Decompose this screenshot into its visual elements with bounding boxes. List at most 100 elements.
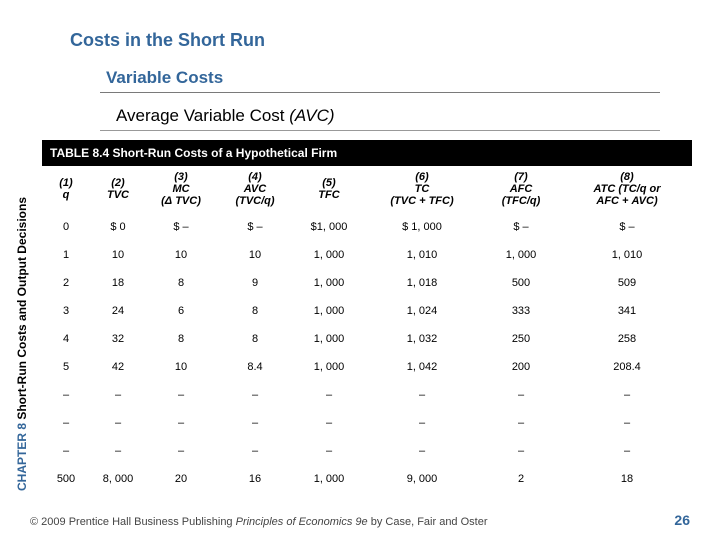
table-cell: 208.4 [562,353,692,381]
table-cell: 6 [146,297,216,325]
table-cell: 1 [42,241,90,269]
table-cell: 8 [146,269,216,297]
table-cell: $ – [480,213,562,241]
table-cell: – [294,437,364,465]
footer: © 2009 Prentice Hall Business Publishing… [30,516,690,528]
table-cell: 1, 010 [562,241,692,269]
table-cell: 1, 000 [294,241,364,269]
table-row: 5008, 00020161, 0009, 000218 [42,465,692,493]
table-header-cell: (7)AFC(TFC/q) [480,165,562,213]
table-cell: – [294,381,364,409]
subtitle2-italic: (AVC) [289,106,334,125]
table-cell: 500 [42,465,90,493]
table-cell: – [216,381,294,409]
table-cell: 500 [480,269,562,297]
table-head: (1)q(2)TVC(3)MC(Δ TVC)(4)AVC(TVC/q)(5)TF… [42,165,692,213]
table-row: 324681, 0001, 024333341 [42,297,692,325]
table-header-cell: (5)TFC [294,165,364,213]
table-cell: – [42,381,90,409]
table-row: 11010101, 0001, 0101, 0001, 010 [42,241,692,269]
table-row: 0$ 0$ –$ –$1, 000$ 1, 000$ –$ – [42,213,692,241]
table-cell: 1, 010 [364,241,480,269]
table-row: 218891, 0001, 018500509 [42,269,692,297]
table-cell: – [364,381,480,409]
table-cell: 200 [480,353,562,381]
table-cell: 5 [42,353,90,381]
table-cell: 16 [216,465,294,493]
sidebar-chapter: CHAPTER 8 [15,423,29,491]
table-cell: 18 [562,465,692,493]
table-cell: 333 [480,297,562,325]
table-cell: 1, 018 [364,269,480,297]
slide-subtitle-1: Variable Costs [106,68,223,88]
table-cell: 10 [146,241,216,269]
table-header-cell: (3)MC(Δ TVC) [146,165,216,213]
table-header-cell: (1)q [42,165,90,213]
footer-authors: by Case, Fair and Oster [371,516,488,528]
table-cell: $ 0 [90,213,146,241]
divider-2 [100,130,660,131]
table-body: 0$ 0$ –$ –$1, 000$ 1, 000$ –$ –11010101,… [42,213,692,493]
table-cell: 8 [146,325,216,353]
sidebar-chapter-title: Short-Run Costs and Output Decisions [15,197,29,423]
footer-book-title: Principles of Economics 9e [236,516,371,528]
table-cell: 8 [216,297,294,325]
table-cell: 0 [42,213,90,241]
table-row: –––––––– [42,381,692,409]
table-cell: – [480,437,562,465]
table-cell: 18 [90,269,146,297]
slide: Costs in the Short Run Variable Costs Av… [0,0,720,540]
slide-title: Costs in the Short Run [70,30,265,51]
table-cell: 8 [216,325,294,353]
table-cell: – [90,381,146,409]
table-header-row: (1)q(2)TVC(3)MC(Δ TVC)(4)AVC(TVC/q)(5)TF… [42,165,692,213]
table-cell: 509 [562,269,692,297]
page-number: 26 [674,512,690,528]
table-cell: 1, 000 [294,465,364,493]
table-cell: – [364,437,480,465]
table-cell: 9 [216,269,294,297]
table-header-cell: (8)ATC (TC/q orAFC + AVC) [562,165,692,213]
table-cell: 10 [90,241,146,269]
table-cell: 4 [42,325,90,353]
table-cell: 42 [90,353,146,381]
table-cell: – [90,437,146,465]
footer-copyright: © 2009 Prentice Hall Business Publishing [30,516,236,528]
table-cell: 341 [562,297,692,325]
table-cell: – [562,409,692,437]
table-row: –––––––– [42,409,692,437]
table-cell: 2 [42,269,90,297]
table-cell: 258 [562,325,692,353]
table-caption: TABLE 8.4 Short-Run Costs of a Hypotheti… [42,140,692,166]
table-cell: – [216,437,294,465]
table-cell: – [42,409,90,437]
table-cell: 10 [146,353,216,381]
table-cell: 8.4 [216,353,294,381]
table-cell: 9, 000 [364,465,480,493]
table-cell: – [146,381,216,409]
table-cell: 1, 024 [364,297,480,325]
table-cell: – [562,381,692,409]
table-cell: $ – [216,213,294,241]
table-cell: – [146,409,216,437]
table-cell: 2 [480,465,562,493]
subtitle2-plain: Average Variable Cost [116,106,289,125]
table-cell: – [480,381,562,409]
table-cell: 250 [480,325,562,353]
table-cell: – [146,437,216,465]
table-cell: 1, 032 [364,325,480,353]
slide-subtitle-2: Average Variable Cost (AVC) [116,106,335,126]
table-header-cell: (2)TVC [90,165,146,213]
sidebar-label: CHAPTER 8 Short-Run Costs and Output Dec… [15,164,29,524]
table-cell: 1, 000 [294,353,364,381]
table-cell: 24 [90,297,146,325]
table-cell: 20 [146,465,216,493]
table-cell: $ 1, 000 [364,213,480,241]
table-cell: 1, 000 [480,241,562,269]
table-cell: – [480,409,562,437]
table-cell: 8, 000 [90,465,146,493]
table-cell: 1, 000 [294,297,364,325]
table-cell: – [42,437,90,465]
table-row: 542108.41, 0001, 042200208.4 [42,353,692,381]
table-cell: 32 [90,325,146,353]
